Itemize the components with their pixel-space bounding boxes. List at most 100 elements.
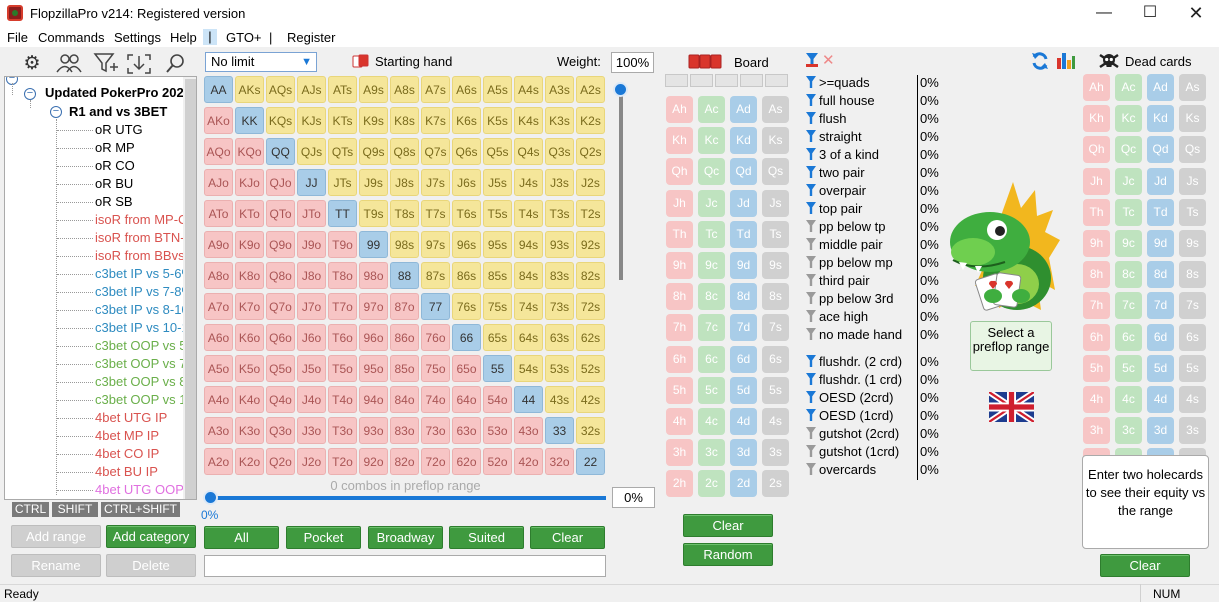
tree-item[interactable]: c3bet OOP vs 12% bbox=[95, 392, 197, 407]
hand-cell[interactable]: 83s bbox=[545, 262, 574, 289]
hand-cell[interactable]: K2o bbox=[235, 448, 264, 475]
hand-cell[interactable]: J6o bbox=[297, 324, 326, 351]
dead-card[interactable]: Kc bbox=[1115, 105, 1142, 133]
hand-cell[interactable]: 97o bbox=[359, 293, 388, 320]
filter-row[interactable]: overpair bbox=[806, 182, 866, 200]
hand-cell[interactable]: A2s bbox=[576, 76, 605, 103]
dead-card[interactable]: 8s bbox=[1179, 261, 1206, 289]
hand-cell[interactable]: K6s bbox=[452, 107, 481, 134]
hand-cell[interactable]: 96o bbox=[359, 324, 388, 351]
hand-cell[interactable]: A6o bbox=[204, 324, 233, 351]
hand-cell[interactable]: 88 bbox=[390, 262, 419, 289]
hand-cell[interactable]: J4o bbox=[297, 386, 326, 413]
dead-card[interactable]: 3h bbox=[1083, 417, 1110, 445]
dead-card[interactable]: 7s bbox=[1179, 292, 1206, 320]
filter-row[interactable]: full house bbox=[806, 92, 875, 110]
hand-cell[interactable]: J8o bbox=[297, 262, 326, 289]
filter-icon[interactable] bbox=[806, 445, 816, 457]
hand-cell[interactable]: KQo bbox=[235, 138, 264, 165]
filter-icon[interactable] bbox=[806, 274, 816, 286]
uk-flag-icon[interactable] bbox=[987, 389, 1036, 425]
tree-item[interactable]: 4bet CO IP bbox=[95, 446, 160, 461]
dead-card[interactable]: Tc bbox=[1115, 198, 1142, 226]
dead-card[interactable]: 6d bbox=[1147, 323, 1174, 351]
hand-cell[interactable]: QQ bbox=[266, 138, 295, 165]
filter-row[interactable]: OESD (2crd) bbox=[806, 389, 893, 407]
board-card[interactable]: Jd bbox=[730, 189, 757, 217]
board-card[interactable]: 4h bbox=[666, 408, 693, 435]
hand-cell[interactable]: 63s bbox=[545, 324, 574, 351]
filter-row[interactable]: pp below mp bbox=[806, 254, 893, 272]
ctrl-shift-key[interactable]: CTRL+SHIFT bbox=[101, 502, 180, 517]
filter-icon[interactable] bbox=[806, 427, 816, 439]
hand-cell[interactable]: 53s bbox=[545, 355, 574, 382]
hand-cell[interactable]: A5o bbox=[204, 355, 233, 382]
board-card[interactable]: Ah bbox=[666, 96, 693, 123]
hand-cell[interactable]: KTs bbox=[328, 107, 357, 134]
dead-card[interactable]: 9s bbox=[1179, 230, 1206, 257]
board-card[interactable]: 3s bbox=[762, 439, 789, 467]
board-slot-1[interactable] bbox=[665, 74, 688, 87]
hand-cell[interactable]: 75o bbox=[421, 355, 450, 382]
hand-cell[interactable]: J9o bbox=[297, 231, 326, 258]
hand-cell[interactable]: K6o bbox=[235, 324, 264, 351]
filter-icon[interactable] bbox=[806, 76, 816, 88]
dead-card[interactable]: Jh bbox=[1083, 167, 1110, 195]
hand-cell[interactable]: 73o bbox=[421, 417, 450, 444]
comment-input[interactable] bbox=[204, 555, 606, 577]
hand-cell[interactable]: T3o bbox=[328, 417, 357, 444]
hand-cell[interactable]: 72s bbox=[576, 293, 605, 320]
board-card[interactable]: 6h bbox=[666, 345, 693, 373]
filter-row[interactable]: third pair bbox=[806, 272, 870, 290]
add-category-button[interactable]: Add category bbox=[106, 525, 196, 548]
hand-cell[interactable]: T4s bbox=[514, 200, 543, 227]
filter-icon[interactable] bbox=[806, 148, 816, 160]
hand-cell[interactable]: A2o bbox=[204, 448, 233, 475]
tree-group-collapse-icon[interactable]: − bbox=[50, 106, 62, 118]
board-card[interactable]: 3h bbox=[666, 439, 693, 467]
dead-card[interactable]: 4h bbox=[1083, 386, 1110, 413]
filter-row[interactable]: 3 of a kind bbox=[806, 146, 879, 164]
hand-cell[interactable]: QJo bbox=[266, 169, 295, 196]
board-card[interactable]: 4c bbox=[698, 408, 725, 435]
tree-item[interactable]: c3bet OOP vs 8-10% bbox=[95, 374, 196, 389]
close-icon[interactable]: ✕ bbox=[1188, 3, 1204, 23]
board-card[interactable]: 4d bbox=[730, 408, 757, 435]
dead-card[interactable]: 6c bbox=[1115, 323, 1142, 351]
tree-item[interactable]: 4bet BU IP bbox=[95, 464, 158, 479]
dead-card[interactable]: 7h bbox=[1083, 292, 1110, 320]
hand-cell[interactable]: 44 bbox=[514, 386, 543, 413]
board-card[interactable]: 6c bbox=[698, 345, 725, 373]
hand-cell[interactable]: 98o bbox=[359, 262, 388, 289]
delete-button[interactable]: Delete bbox=[106, 554, 196, 577]
hand-cell[interactable]: 94s bbox=[514, 231, 543, 258]
hand-cell[interactable]: 95s bbox=[483, 231, 512, 258]
filter-icon[interactable] bbox=[806, 463, 816, 475]
menu-help[interactable]: Help bbox=[170, 30, 197, 45]
hand-cell[interactable]: K9s bbox=[359, 107, 388, 134]
hand-cell[interactable]: 33 bbox=[545, 417, 574, 444]
hand-cell[interactable]: J2o bbox=[297, 448, 326, 475]
hand-cell[interactable]: 74o bbox=[421, 386, 450, 413]
dead-card[interactable]: 9d bbox=[1147, 230, 1174, 257]
board-card[interactable]: Kh bbox=[666, 127, 693, 155]
tree-item[interactable]: c3bet OOP vs 7-8% bbox=[95, 356, 196, 371]
board-card[interactable]: Qh bbox=[666, 158, 693, 186]
hand-cell[interactable]: A4s bbox=[514, 76, 543, 103]
tree-item[interactable]: 4bet MP IP bbox=[95, 428, 160, 443]
filter-row[interactable]: overcards bbox=[806, 461, 876, 479]
board-clear-button[interactable]: Clear bbox=[683, 514, 773, 537]
board-card[interactable]: 7c bbox=[698, 314, 725, 342]
board-card[interactable]: Tc bbox=[698, 220, 725, 248]
hand-cell[interactable]: 99 bbox=[359, 231, 388, 258]
search-icon[interactable] bbox=[162, 52, 190, 76]
board-slot-5[interactable] bbox=[765, 74, 788, 87]
board-card[interactable]: 8s bbox=[762, 283, 789, 311]
tree-root[interactable]: Updated PokerPro 2021 bbox=[45, 85, 191, 100]
tree-item[interactable]: isoR from MP-CO bbox=[95, 212, 197, 227]
board-card[interactable]: 8c bbox=[698, 283, 725, 311]
preset-suited-button[interactable]: Suited bbox=[449, 526, 524, 549]
dead-card[interactable]: Ks bbox=[1179, 105, 1206, 133]
board-card[interactable]: 7d bbox=[730, 314, 757, 342]
hand-cell[interactable]: Q8o bbox=[266, 262, 295, 289]
